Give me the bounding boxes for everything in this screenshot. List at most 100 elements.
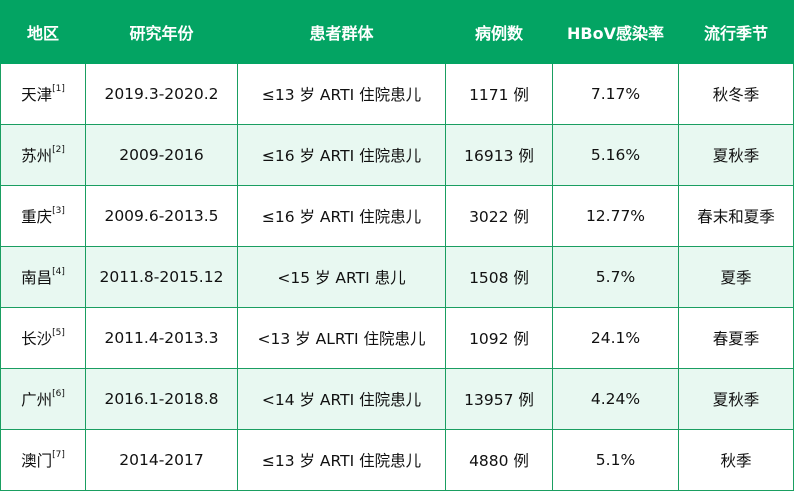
table-row: 重庆[3] 2009.6-2013.5 ≤16 岁 ARTI 住院患儿 3022 例 1…	[0, 185, 794, 247]
cases-text: 16913 例	[464, 147, 534, 165]
header-cases: 病例数	[445, 0, 553, 64]
reference-mark: [4]	[52, 266, 65, 277]
years-text: 2011.8-2015.12	[99, 268, 224, 286]
rate-text: 4.24%	[590, 390, 641, 408]
header-season: 流行季节	[678, 0, 794, 64]
cell-years: 2009-2016	[85, 124, 238, 186]
group-text: ≤13 岁 ARTI 住院患儿	[261, 86, 422, 104]
table-row: 长沙[5] 2011.4-2013.3 <13 岁 ALRTI 住院患儿 1092 例…	[0, 307, 794, 369]
reference-mark: [5]	[52, 327, 65, 338]
cases-text: 1092 例	[469, 330, 529, 348]
cell-region: 广州[6]	[0, 368, 86, 430]
header-rate: HBoV感染率	[552, 0, 679, 64]
cell-group: ≤16 岁 ARTI 住院患儿	[237, 124, 446, 186]
cell-group: <15 岁 ARTI 患儿	[237, 246, 446, 308]
cell-cases: 1092 例	[445, 307, 553, 369]
cell-cases: 3022 例	[445, 185, 553, 247]
group-text: ≤13 岁 ARTI 住院患儿	[261, 452, 422, 470]
cell-rate: 4.24%	[552, 368, 679, 430]
cell-group: <14 岁 ARTI 住院患儿	[237, 368, 446, 430]
region-text: 天津	[21, 86, 53, 104]
rate-text: 5.1%	[595, 451, 636, 469]
cell-years: 2014-2017	[85, 429, 238, 491]
cell-group: ≤16 岁 ARTI 住院患儿	[237, 185, 446, 247]
cell-region: 南昌[4]	[0, 246, 86, 308]
years-text: 2009.6-2013.5	[104, 207, 219, 225]
cell-region: 澳门[7]	[0, 429, 86, 491]
reference-mark: [1]	[52, 83, 65, 94]
group-text: <14 岁 ARTI 住院患儿	[261, 391, 422, 409]
region-text: 长沙	[21, 330, 53, 348]
cell-rate: 24.1%	[552, 307, 679, 369]
reference-mark: [3]	[52, 205, 65, 216]
table-row: 天津[1] 2019.3-2020.2 ≤13 岁 ARTI 住院患儿 1171 例 7…	[0, 63, 794, 125]
rate-text: 12.77%	[585, 207, 646, 225]
cell-rate: 7.17%	[552, 63, 679, 125]
season-text: 秋季	[720, 452, 752, 470]
rate-text: 24.1%	[590, 329, 641, 347]
cell-season: 夏秋季	[678, 368, 794, 430]
table-row: 南昌[4] 2011.8-2015.12 <15 岁 ARTI 患儿 1508 例 5.…	[0, 246, 794, 308]
cell-region: 天津[1]	[0, 63, 86, 125]
cases-text: 4880 例	[469, 452, 529, 470]
cell-rate: 12.77%	[552, 185, 679, 247]
reference-mark: [2]	[52, 144, 65, 155]
cell-rate: 5.16%	[552, 124, 679, 186]
table-row: 澳门[7] 2014-2017 ≤13 岁 ARTI 住院患儿 4880 例 5.1% 秋…	[0, 429, 794, 491]
cell-cases: 4880 例	[445, 429, 553, 491]
region-text: 苏州	[21, 147, 53, 165]
group-text: <13 岁 ALRTI 住院患儿	[257, 330, 426, 348]
cell-season: 秋季	[678, 429, 794, 491]
table-row: 广州[6] 2016.1-2018.8 <14 岁 ARTI 住院患儿 13957 例…	[0, 368, 794, 430]
region-text: 重庆	[21, 208, 53, 226]
cell-rate: 5.1%	[552, 429, 679, 491]
rate-text: 5.7%	[595, 268, 636, 286]
cell-season: 秋冬季	[678, 63, 794, 125]
cell-season: 夏季	[678, 246, 794, 308]
group-text: ≤16 岁 ARTI 住院患儿	[261, 208, 422, 226]
cell-cases: 16913 例	[445, 124, 553, 186]
cases-text: 1508 例	[469, 269, 529, 287]
season-text: 秋冬季	[712, 86, 760, 104]
years-text: 2014-2017	[119, 451, 204, 469]
years-text: 2019.3-2020.2	[104, 85, 219, 103]
cell-region: 长沙[5]	[0, 307, 86, 369]
group-text: ≤16 岁 ARTI 住院患儿	[261, 147, 422, 165]
cell-cases: 1171 例	[445, 63, 553, 125]
cell-season: 夏秋季	[678, 124, 794, 186]
reference-mark: [7]	[52, 449, 65, 460]
group-text: <15 岁 ARTI 患儿	[277, 269, 406, 287]
season-text: 春夏季	[712, 330, 760, 348]
cell-years: 2019.3-2020.2	[85, 63, 238, 125]
header-group: 患者群体	[237, 0, 446, 64]
cases-text: 13957 例	[464, 391, 534, 409]
cell-season: 春末和夏季	[678, 185, 794, 247]
cell-cases: 1508 例	[445, 246, 553, 308]
cell-group: ≤13 岁 ARTI 住院患儿	[237, 63, 446, 125]
years-text: 2016.1-2018.8	[104, 390, 219, 408]
region-text: 澳门	[21, 452, 53, 470]
cases-text: 1171 例	[469, 86, 529, 104]
header-row: 地区 研究年份 患者群体 病例数 HBoV感染率 流行季节	[0, 0, 794, 64]
region-text: 南昌	[21, 269, 53, 287]
table-row: 苏州[2] 2009-2016 ≤16 岁 ARTI 住院患儿 16913 例 5.16…	[0, 124, 794, 186]
header-years: 研究年份	[85, 0, 238, 64]
cell-region: 重庆[3]	[0, 185, 86, 247]
season-text: 夏秋季	[712, 147, 760, 165]
cell-years: 2011.8-2015.12	[85, 246, 238, 308]
years-text: 2011.4-2013.3	[104, 329, 219, 347]
cell-region: 苏州[2]	[0, 124, 86, 186]
cell-years: 2011.4-2013.3	[85, 307, 238, 369]
season-text: 夏季	[720, 269, 752, 287]
cell-rate: 5.7%	[552, 246, 679, 308]
years-text: 2009-2016	[119, 146, 204, 164]
cell-years: 2009.6-2013.5	[85, 185, 238, 247]
cell-group: <13 岁 ALRTI 住院患儿	[237, 307, 446, 369]
cases-text: 3022 例	[469, 208, 529, 226]
rate-text: 7.17%	[590, 85, 641, 103]
reference-mark: [6]	[52, 388, 65, 399]
season-text: 春末和夏季	[697, 208, 775, 226]
cell-group: ≤13 岁 ARTI 住院患儿	[237, 429, 446, 491]
cell-years: 2016.1-2018.8	[85, 368, 238, 430]
